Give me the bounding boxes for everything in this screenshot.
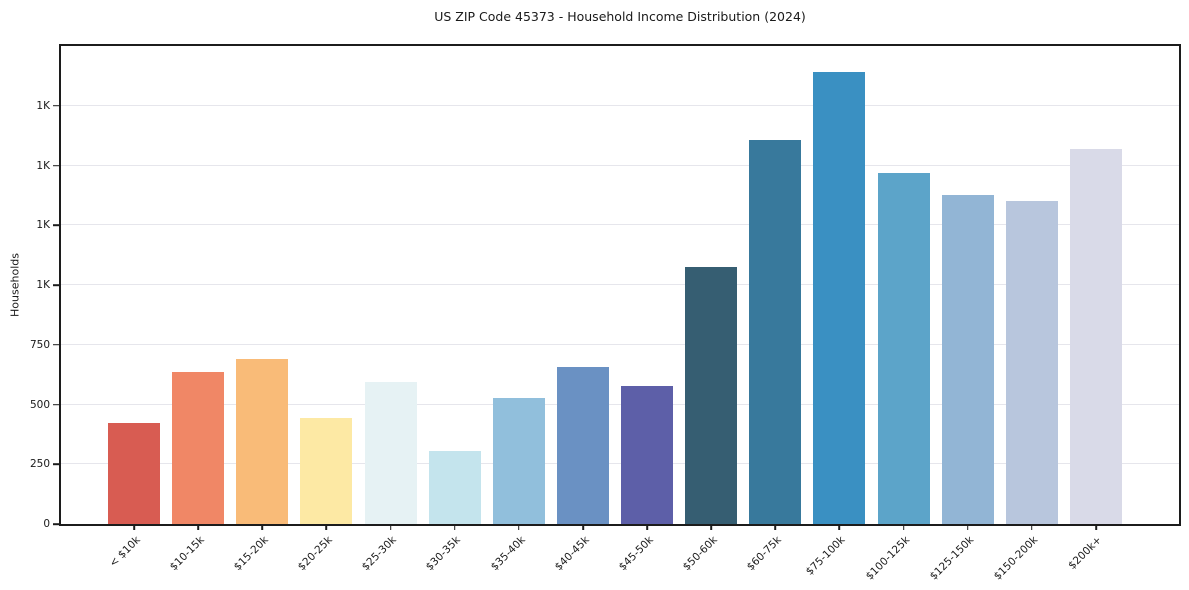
x-tick-label: $25-30k [359, 534, 400, 574]
gridline [61, 224, 1179, 226]
bar-25-30k [364, 382, 417, 524]
bar-45-50k [621, 386, 674, 524]
x-tick-label: $15-20k [231, 534, 271, 574]
bar-125-150k [941, 194, 994, 524]
bar-35-40k [492, 397, 545, 524]
x-tick-mark [646, 525, 648, 530]
y-tick-label: 1K [36, 219, 50, 232]
y-tick-label: 250 [29, 458, 50, 471]
x-tick-label: $20-25k [295, 534, 335, 574]
x-tick-mark [966, 525, 969, 530]
bar-slot: $35-40k [487, 46, 551, 573]
x-tick-label: $125-150k [927, 534, 977, 583]
bar-150-200k [1005, 200, 1058, 524]
bar-slot: $45-50k [615, 46, 679, 573]
x-tick-label: $60-75k [744, 534, 784, 574]
y-tick-mark [53, 164, 59, 167]
x-tick-label: < $10k [107, 534, 143, 570]
bar-slot: $200k+ [1064, 46, 1128, 572]
y-tick-label: 1K [36, 159, 50, 172]
y-tick-mark [53, 523, 59, 525]
x-tick-mark [197, 525, 199, 530]
bars-layer: < $10k $10-15k $15-20k $20-25k $25-30k $30-35… [61, 46, 1179, 583]
y-tick-mark [53, 224, 59, 227]
bar-15-20k [236, 359, 289, 524]
bar-10-15k [172, 372, 225, 524]
x-tick-mark [518, 525, 520, 530]
x-tick-mark [325, 525, 328, 530]
x-tick-mark [582, 525, 584, 530]
x-tick-label: $50-60k [680, 534, 720, 574]
bar-slot: $10-15k [166, 46, 230, 573]
bar-slot: $25-30k [359, 46, 423, 573]
bar-20-25k [300, 417, 353, 524]
bar-slot: $30-35k [423, 46, 487, 573]
x-tick-mark [1031, 525, 1033, 530]
x-tick-mark [389, 525, 392, 530]
bar-slot: < $10k [102, 46, 166, 570]
y-tick-mark [53, 403, 59, 406]
x-tick-label: $45-50k [616, 534, 656, 574]
bar-slot: $150-200k [992, 46, 1064, 583]
chart-title: US ZIP Code 45373 - Household Income Dis… [434, 9, 806, 24]
bar-50-60k [685, 267, 738, 524]
gridline [61, 284, 1179, 285]
x-tick-mark [838, 525, 841, 530]
x-tick-label: $150-200k [991, 534, 1041, 583]
gridline [61, 403, 1179, 405]
bar-slot: $100-125k [864, 46, 936, 583]
x-tick-label: $10-15k [167, 534, 207, 574]
bar-slot: $60-75k [743, 46, 807, 573]
y-tick-mark [53, 284, 59, 286]
gridlines-layer [61, 46, 1179, 524]
bar-10k [108, 422, 161, 524]
bar-slot: $75-100k [804, 46, 871, 578]
gridline [61, 164, 1179, 166]
x-tick-label: $200k+ [1066, 534, 1105, 572]
y-tick-mark [53, 105, 59, 107]
bar-slot: $50-60k [679, 46, 743, 573]
gridline [61, 343, 1179, 345]
bar-30-35k [428, 450, 481, 524]
y-tick-label: 1K [36, 279, 50, 291]
bar-slot: $125-150k [928, 46, 1000, 583]
x-tick-mark [453, 525, 456, 530]
y-tick-label: 750 [29, 338, 50, 351]
bar-slot: $15-20k [230, 46, 294, 573]
x-tick-mark [261, 525, 264, 530]
gridline [61, 104, 1179, 106]
y-tick-mark [53, 344, 59, 346]
x-tick-label: $100-125k [863, 534, 913, 583]
bar-60-75k [749, 139, 802, 524]
x-tick-mark [774, 525, 777, 530]
x-tick-mark [133, 525, 135, 530]
y-tick-label: 500 [29, 398, 50, 411]
bar-75-100k [813, 71, 866, 524]
bar-slot: $20-25k [294, 46, 358, 573]
x-tick-mark [1095, 525, 1097, 530]
x-tick-label: $75-100k [804, 534, 848, 578]
x-tick-mark [902, 525, 905, 530]
y-tick-mark [53, 463, 59, 466]
bar-40-45k [556, 367, 609, 524]
x-tick-label: $35-40k [488, 534, 528, 574]
x-tick-label: $30-35k [424, 534, 464, 574]
y-tick-label: 0 [43, 518, 50, 530]
bar-100-125k [877, 172, 930, 524]
bar-slot: $40-45k [551, 46, 615, 573]
gridline [61, 463, 1179, 465]
bar-200k+ [1069, 148, 1122, 524]
plot-area: < $10k $10-15k $15-20k $20-25k $25-30k $30-35… [59, 44, 1181, 583]
y-tick-label: 1K [36, 99, 50, 112]
x-tick-label: $40-45k [552, 534, 592, 574]
x-tick-mark [710, 525, 712, 530]
